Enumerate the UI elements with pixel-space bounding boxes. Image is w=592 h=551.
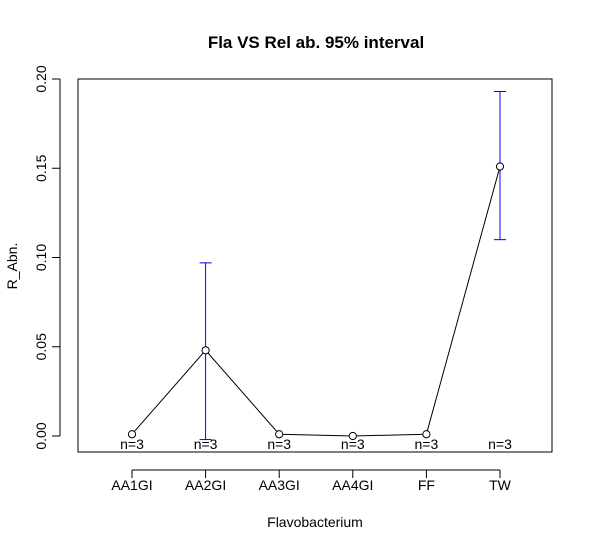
n-label: n=3 — [120, 436, 144, 452]
n-label: n=3 — [488, 436, 512, 452]
x-tick-label: FF — [418, 477, 435, 493]
y-axis: 0.00 0.05 0.10 0.15 0.20 — [33, 65, 61, 450]
n-label: n=3 — [267, 436, 291, 452]
n-labels: n=3 n=3 n=3 n=3 n=3 n=3 — [120, 436, 512, 452]
n-label: n=3 — [194, 436, 218, 452]
y-tick-label: 0.15 — [33, 154, 49, 181]
x-tick-label: AA2GI — [185, 477, 226, 493]
data-point — [127, 430, 137, 439]
data-point — [422, 430, 431, 439]
y-tick-label: 0.20 — [33, 65, 49, 92]
data-point — [201, 346, 210, 355]
x-tick-label: TW — [489, 477, 512, 493]
n-label: n=3 — [415, 436, 439, 452]
y-tick-label: 0.05 — [33, 333, 49, 360]
data-point — [275, 430, 284, 439]
series-line — [127, 162, 505, 441]
plot-frame — [77, 78, 553, 453]
chart-title: Fla VS Rel ab. 95% interval — [208, 33, 424, 52]
error-bars — [199, 90, 506, 441]
y-tick-label: 0.00 — [33, 422, 49, 449]
x-tick-label: AA4GI — [332, 477, 373, 493]
series-polyline — [131, 166, 501, 437]
x-tick-label: AA3GI — [259, 477, 300, 493]
y-axis-title: R_Abn. — [4, 243, 20, 290]
n-label: n=3 — [341, 436, 365, 452]
data-point — [495, 162, 505, 171]
x-axis-title: Flavobacterium — [267, 514, 363, 530]
x-axis: AA1GI AA2GI AA3GI AA4GI FF TW — [111, 469, 512, 493]
x-tick-label: AA1GI — [111, 477, 152, 493]
data-point — [348, 431, 357, 441]
y-tick-label: 0.10 — [33, 244, 49, 271]
